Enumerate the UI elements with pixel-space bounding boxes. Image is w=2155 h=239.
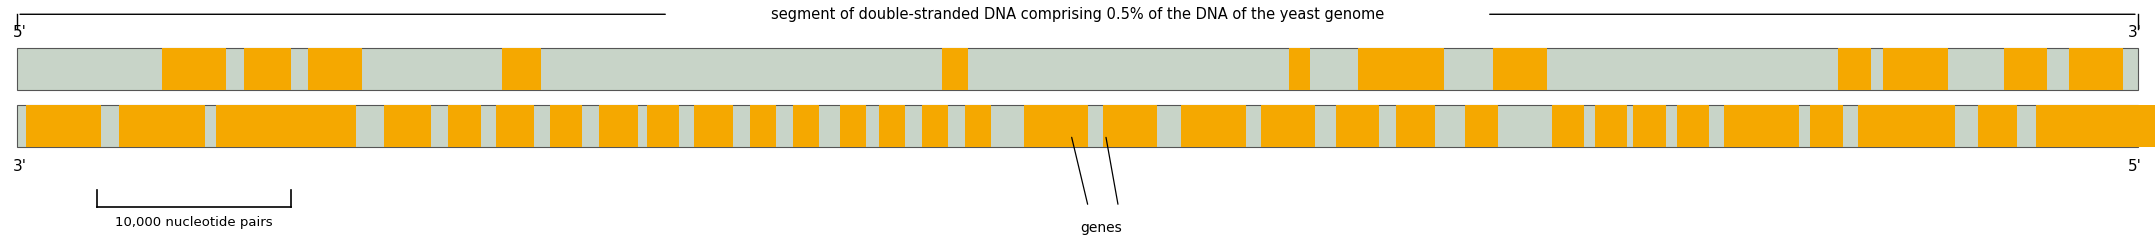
Bar (942, 48, 968, 90)
Bar (26, 105, 101, 147)
Bar (840, 105, 866, 147)
Bar (244, 48, 291, 90)
Bar (1465, 105, 1498, 147)
Bar (1493, 48, 1547, 90)
Bar (216, 105, 356, 147)
Text: segment of double-stranded DNA comprising 0.5% of the DNA of the yeast genome: segment of double-stranded DNA comprisin… (771, 7, 1384, 22)
Bar (1883, 48, 1948, 90)
Bar (922, 105, 948, 147)
Bar (1724, 105, 1767, 147)
Bar (496, 105, 534, 147)
Bar (119, 105, 205, 147)
Bar (1810, 105, 1843, 147)
Bar (2036, 105, 2155, 147)
Bar (750, 105, 776, 147)
Bar (308, 48, 362, 90)
Bar (1595, 105, 1627, 147)
Bar (162, 48, 226, 90)
Bar (2069, 48, 2123, 90)
Bar (1901, 105, 1955, 147)
Bar (1103, 105, 1157, 147)
Bar (502, 48, 541, 90)
Bar (384, 105, 431, 147)
Bar (1767, 105, 1799, 147)
Bar (2004, 48, 2047, 90)
Bar (646, 105, 679, 147)
FancyBboxPatch shape (17, 105, 2138, 147)
Bar (1677, 105, 1709, 147)
Text: 5': 5' (13, 25, 26, 40)
Bar (1261, 105, 1315, 147)
Text: 3': 3' (13, 159, 26, 174)
Bar (965, 105, 991, 147)
Text: 10,000 nucleotide pairs: 10,000 nucleotide pairs (114, 217, 274, 229)
Bar (1552, 105, 1584, 147)
Bar (793, 105, 819, 147)
Text: 3': 3' (2129, 25, 2142, 40)
Bar (599, 105, 638, 147)
Bar (1633, 105, 1666, 147)
Bar (879, 105, 905, 147)
Bar (1838, 48, 1871, 90)
Bar (1358, 48, 1444, 90)
Bar (1181, 105, 1246, 147)
Text: genes: genes (1080, 221, 1123, 235)
Bar (1978, 105, 2017, 147)
Bar (448, 105, 481, 147)
Bar (1289, 48, 1310, 90)
Bar (694, 105, 733, 147)
Text: 5': 5' (2129, 159, 2142, 174)
Bar (550, 105, 582, 147)
Bar (1858, 105, 1901, 147)
Bar (1024, 105, 1088, 147)
Bar (1336, 105, 1379, 147)
Bar (1396, 105, 1435, 147)
FancyBboxPatch shape (17, 48, 2138, 90)
